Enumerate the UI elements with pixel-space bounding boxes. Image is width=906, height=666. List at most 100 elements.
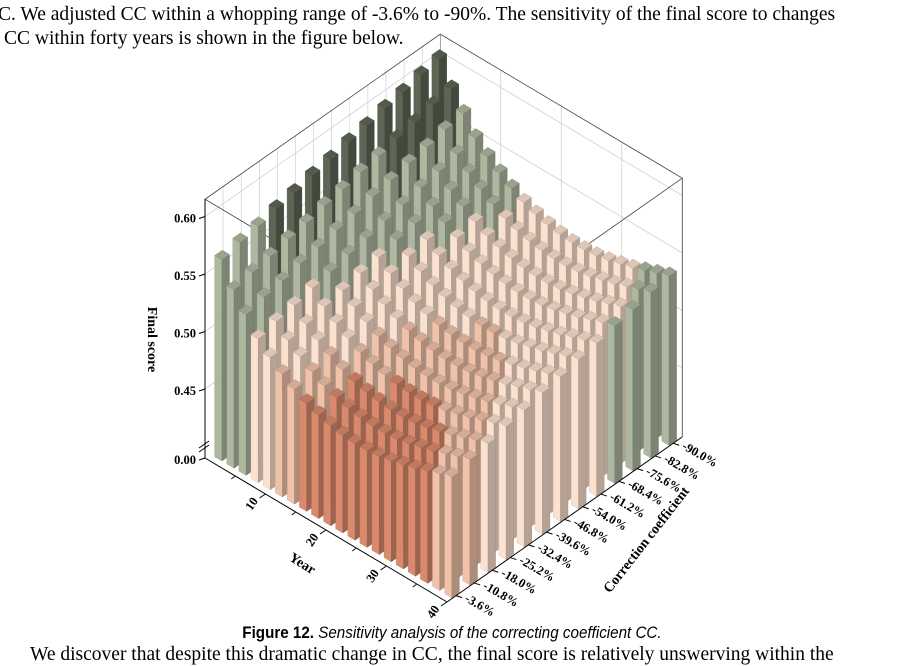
bar-top-face (407, 358, 424, 369)
body-text-line: CC within forty years is shown in the fi… (4, 28, 404, 49)
bar-top-face (510, 334, 526, 345)
bar-top-face (413, 331, 430, 342)
z-tick-label: 0.60 (174, 212, 196, 226)
bar-top-face (419, 418, 436, 429)
bar-top-face (564, 328, 581, 339)
bar-top-face (444, 380, 460, 391)
bar-front-face (420, 467, 428, 584)
bar (625, 299, 641, 472)
cc-tick (618, 480, 626, 484)
bar-front-face (396, 460, 404, 570)
bar-top-face (607, 316, 623, 327)
bar-top-face (456, 385, 472, 396)
bar-top-face (298, 213, 315, 224)
bar-top-face (552, 325, 569, 336)
bar-top-face (317, 296, 333, 308)
bar (480, 433, 496, 573)
year-minor-tick (231, 475, 236, 480)
bar-top-face (546, 344, 563, 355)
bar-top-face (498, 416, 515, 427)
bar-top-face (649, 263, 665, 274)
bar-front-face (589, 338, 597, 497)
bar-top-face (528, 204, 544, 215)
caption-text: Sensitivity analysis of the correcting c… (314, 624, 662, 642)
bar-top-face (528, 266, 544, 277)
year-axis-label: Year (286, 550, 318, 578)
cc-tick (492, 569, 499, 573)
bar (552, 366, 569, 522)
bar-front-face (275, 369, 283, 498)
bar-top-face (534, 240, 550, 251)
bar-top-face (570, 349, 587, 360)
bar-top-face (443, 259, 460, 270)
bar-top-face (268, 199, 285, 210)
bar-top-face (226, 280, 242, 291)
bar-top-face (389, 129, 405, 140)
year-tick-label: 40 (424, 603, 443, 621)
bar-top-face (516, 258, 532, 269)
bar-top-face (250, 329, 267, 340)
bar-top-face (486, 371, 502, 382)
bar-top-face (347, 297, 363, 308)
bar-top-face (426, 442, 442, 453)
z-tick (198, 216, 206, 219)
bar-top-face (480, 226, 496, 237)
bar-top-face (461, 163, 478, 174)
bar-top-face (588, 292, 605, 303)
year-tick-label: 10 (242, 495, 261, 513)
bar-top-face (450, 356, 466, 367)
bar-top-face (462, 307, 478, 318)
bar-top-face (431, 315, 448, 326)
bar-top-face (377, 98, 393, 109)
bar-top-face (432, 464, 448, 475)
bar-top-face (540, 273, 557, 284)
bar-top-face (329, 387, 345, 399)
bar-top-face (474, 254, 490, 265)
bar-top-face (286, 183, 303, 194)
bar-top-face (292, 346, 309, 357)
bar-top-face (377, 211, 393, 222)
bar-top-face (613, 297, 629, 308)
bar-top-face (425, 341, 442, 352)
z-tick (198, 331, 206, 334)
bar-top-face (594, 271, 611, 282)
bar-top-face (438, 401, 454, 412)
bar-top-face (467, 212, 484, 223)
bar-top-face (558, 346, 575, 358)
bar-side-face (668, 270, 677, 446)
bar-front-face (480, 439, 489, 573)
z-tick-label: 0.45 (174, 384, 196, 398)
bar-top-face (437, 349, 454, 360)
bar-top-face (419, 366, 436, 377)
bar-side-face (650, 286, 659, 459)
bar-top-face (274, 364, 291, 375)
bar-front-face (383, 457, 392, 563)
bar-top-face (316, 195, 333, 206)
bar-top-face (413, 390, 430, 401)
bar-top-face (413, 261, 430, 272)
bar-top-face (449, 298, 466, 309)
bar-side-face (524, 404, 532, 548)
bar-top-face (286, 295, 303, 306)
bar-front-face (335, 430, 344, 534)
bar-top-face (450, 447, 466, 458)
bar-top-face (347, 204, 363, 215)
figure-caption: Figure 12. Sensitivity analysis of the c… (35, 624, 869, 643)
bar-top-face (510, 220, 526, 231)
bar-top-face (528, 318, 545, 329)
bar (643, 282, 659, 459)
bar-top-face (311, 405, 327, 416)
cc-tick (636, 468, 644, 472)
bar-top-face (534, 295, 551, 306)
bar-top-face (341, 328, 357, 339)
bar-top-face (274, 271, 291, 282)
z-tick (198, 457, 206, 461)
bar-front-face (625, 305, 633, 472)
bar-top-face (480, 346, 496, 357)
bar-top-face (462, 408, 478, 419)
bar-top-face (516, 192, 532, 203)
bar-top-face (455, 271, 472, 282)
bar-top-face (516, 400, 533, 411)
bar-top-face (504, 248, 520, 259)
bar-top-face (347, 371, 363, 382)
